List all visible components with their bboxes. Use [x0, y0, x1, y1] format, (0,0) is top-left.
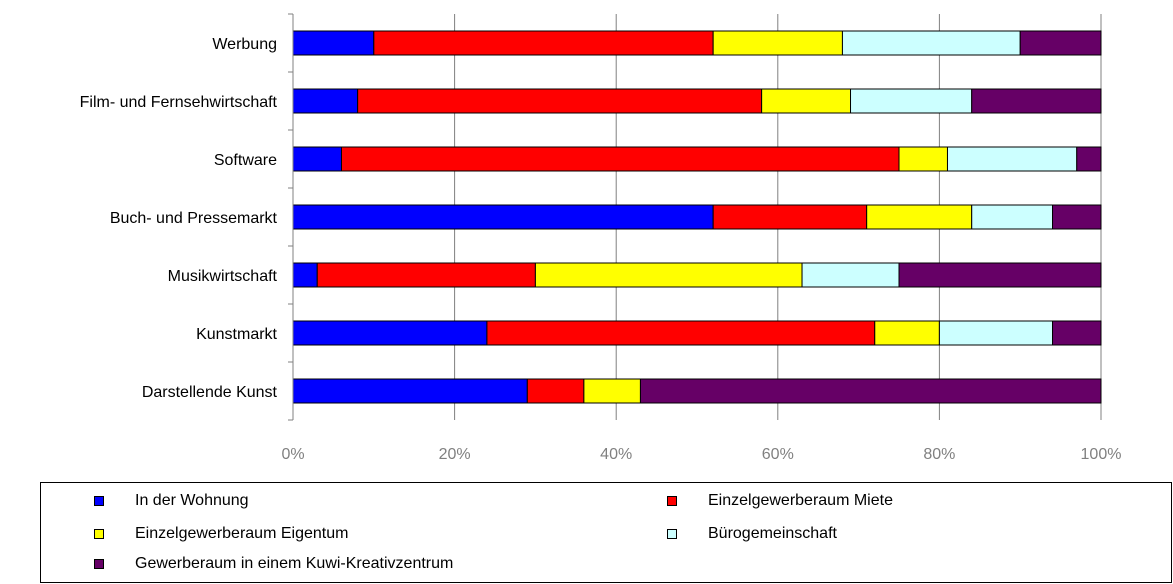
bar-segment: [534, 262, 803, 288]
bar-segment: [866, 204, 973, 230]
legend-item-buerogemeinschaft: Bürogemeinschaft: [667, 523, 837, 545]
x-axis-tick-labels: 0% 20% 40% 60% 80% 100%: [281, 446, 1121, 463]
legend-swatch: [667, 496, 677, 506]
legend-swatch: [667, 529, 677, 539]
bar-segment: [340, 146, 900, 172]
bar-segment: [292, 378, 528, 404]
legend-item-kuwi-kreativzentrum: Gewerberaum in einem Kuwi-Kreativzentrum: [94, 553, 453, 575]
legend-item-in-der-wohnung: In der Wohnung: [94, 490, 249, 512]
legend-swatch: [94, 496, 104, 506]
x-tick-label: 60%: [762, 446, 794, 463]
bar-segment: [1076, 146, 1102, 172]
category-label: Kunstmarkt: [196, 326, 277, 343]
legend: In der Wohnung Einzelgewerberaum Miete E…: [40, 482, 1172, 583]
bar-segment: [373, 30, 714, 56]
bar-segment: [583, 378, 641, 404]
category-label: Film- und Fernsehwirtschaft: [80, 94, 278, 111]
bar-segment: [946, 146, 1078, 172]
bar-segment: [292, 146, 342, 172]
bar-segment: [1019, 30, 1102, 56]
bars: [292, 30, 1102, 404]
bar-segment: [938, 320, 1054, 346]
category-label: Musikwirtschaft: [168, 268, 278, 285]
bar-segment: [850, 88, 973, 114]
x-tick-label: 20%: [439, 446, 471, 463]
bar-segment: [486, 320, 876, 346]
category-label: Darstellende Kunst: [142, 384, 278, 401]
legend-swatch: [94, 529, 104, 539]
bar-segment: [639, 378, 1102, 404]
chart-area: Werbung Film- und Fernsehwirtschaft Softwa…: [80, 13, 1121, 463]
legend-label: Gewerberaum in einem Kuwi-Kreativzentrum: [135, 555, 454, 572]
legend-swatch: [94, 559, 104, 569]
y-axis: Werbung Film- und Fernsehwirtschaft Softwa…: [80, 13, 294, 421]
x-tick-label: 0%: [281, 446, 304, 463]
bar-segment: [761, 88, 852, 114]
bar-segment: [898, 262, 1102, 288]
category-label: Werbung: [212, 36, 277, 53]
bar-segment: [801, 262, 900, 288]
bar-segment: [712, 204, 868, 230]
legend-item-einzelgewerberaum-miete: Einzelgewerberaum Miete: [667, 490, 893, 512]
bar-segment: [898, 146, 948, 172]
bar-segment: [292, 30, 375, 56]
bar-segment: [874, 320, 940, 346]
bar-segment: [316, 262, 536, 288]
legend-label: Bürogemeinschaft: [708, 525, 837, 542]
category-label: Software: [214, 152, 277, 169]
x-tick-label: 80%: [923, 446, 955, 463]
bar-segment: [292, 204, 714, 230]
bar-segment: [712, 30, 843, 56]
legend-label: Einzelgewerberaum Miete: [708, 492, 893, 509]
x-tick-label: 100%: [1081, 446, 1122, 463]
category-label: Buch- und Pressemarkt: [110, 210, 278, 227]
bar-segment: [841, 30, 1021, 56]
bar-segment: [1052, 320, 1102, 346]
bar-segment: [292, 320, 488, 346]
bar-segment: [526, 378, 585, 404]
legend-label: In der Wohnung: [135, 492, 249, 509]
bar-segment: [971, 204, 1054, 230]
legend-label: Einzelgewerberaum Eigentum: [135, 525, 349, 542]
bar-segment: [292, 88, 359, 114]
bar-segment: [292, 262, 318, 288]
bar-segment: [1052, 204, 1102, 230]
bar-segment: [357, 88, 763, 114]
x-tick-label: 40%: [600, 446, 632, 463]
bar-segment: [971, 88, 1102, 114]
legend-item-einzelgewerberaum-eigentum: Einzelgewerberaum Eigentum: [94, 523, 348, 545]
